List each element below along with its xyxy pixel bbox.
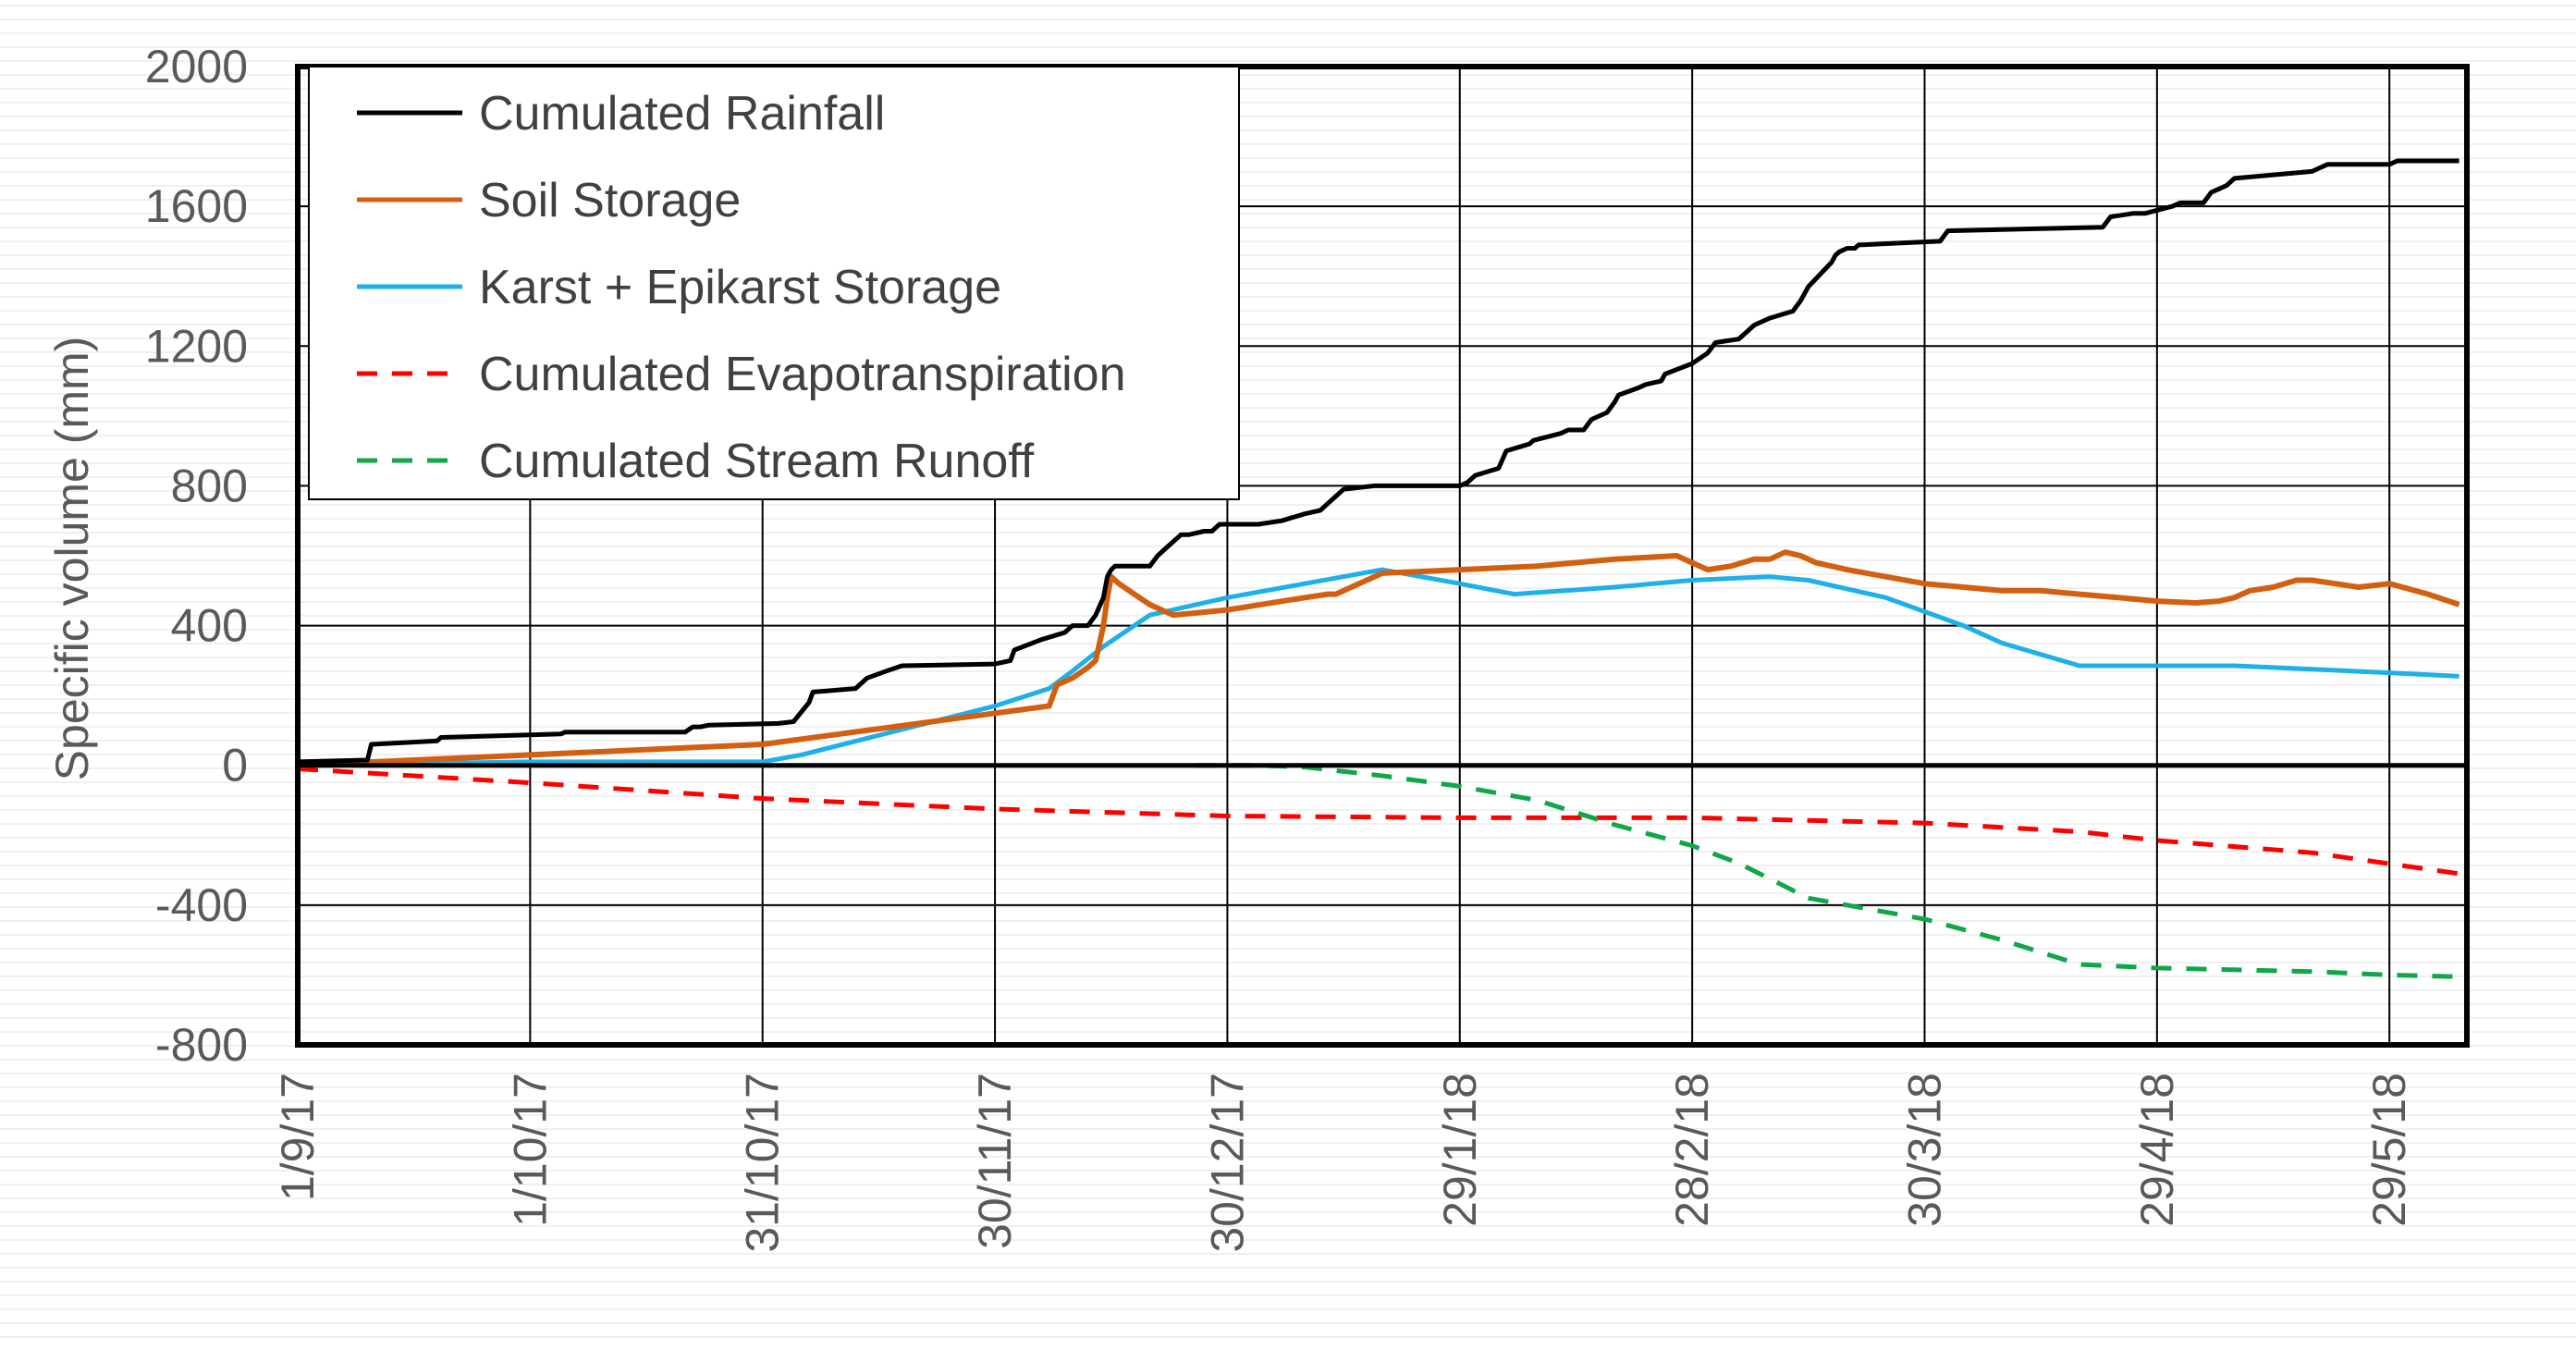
x-tick-label: 31/10/17 [737,1073,789,1253]
legend-label: Soil Storage [479,174,741,227]
y-tick-label: -800 [155,1019,248,1071]
x-tick-label: 30/3/18 [1899,1073,1951,1227]
x-tick-labels: 1/9/17 1/10/17 31/10/17 30/11/17 30/12/17 29/… [272,1073,2415,1253]
y-tick-label: 0 [222,740,248,792]
y-tick-label: 1200 [145,320,248,372]
x-tick-label: 28/2/18 [1666,1073,1718,1227]
x-tick-label: 29/4/18 [2131,1073,2183,1227]
y-tick-label: -400 [155,879,248,931]
x-tick-label: 30/11/17 [969,1073,1021,1249]
legend-label: Cumulated Rainfall [479,87,885,141]
series-line-cumulated-stream-runoff [1196,766,2459,977]
legend: Cumulated Rainfall Soil Storage Karst + Ep… [309,67,1239,499]
legend-label: Cumulated Evapotranspiration [479,348,1126,401]
y-axis-title: Specific volume (mm) [46,337,98,781]
y-tick-label: 400 [171,600,248,652]
y-tick-labels: 2000 1600 1200 800 400 0 -400 -800 [145,41,248,1071]
y-tick-label: 800 [171,460,248,511]
x-tick-label: 1/9/17 [272,1073,324,1201]
y-tick-label: 1600 [145,180,248,232]
series-line-cumulated-evapotranspiration [298,769,2459,874]
legend-label: Cumulated Stream Runoff [479,435,1035,488]
x-tick-label: 29/1/18 [1434,1073,1486,1227]
chart-container: 2000 1600 1200 800 400 0 -400 -800 1/9/17 1/10/1… [0,0,2576,1345]
legend-label: Karst + Epikarst Storage [479,261,1001,314]
x-tick-label: 29/5/18 [2363,1073,2415,1227]
chart-svg: 2000 1600 1200 800 400 0 -400 -800 1/9/17 1/10/1… [0,0,2576,1345]
x-tick-label: 30/12/17 [1201,1073,1253,1253]
y-tick-label: 2000 [145,41,248,92]
x-tick-label: 1/10/17 [504,1073,556,1227]
